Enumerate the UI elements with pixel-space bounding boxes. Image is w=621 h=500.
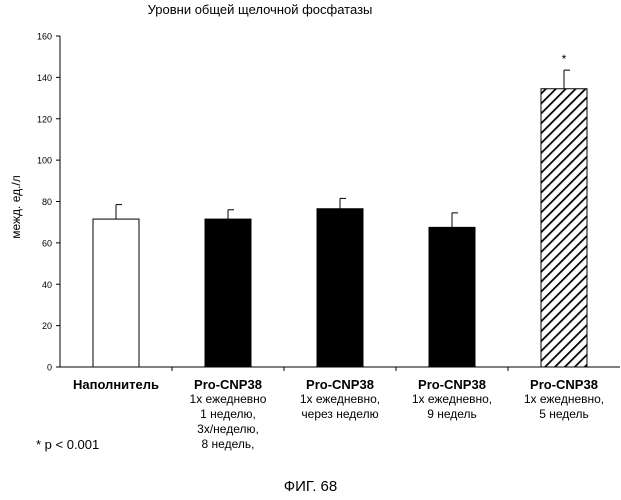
category-label: Pro-CNP38 1x ежедневно, 5 недель xyxy=(507,377,621,422)
y-tick-label: 160 xyxy=(37,32,52,42)
category-label: Pro-CNP38 1x ежедневно, 9 недель xyxy=(395,377,510,422)
category-sub-label: 3x/неделю, xyxy=(197,422,259,436)
category-sub-label: 1x ежедневно, xyxy=(523,392,605,406)
y-tick-label: 100 xyxy=(37,156,52,166)
bars: * xyxy=(92,52,588,368)
category-main-label: Pro-CNP38 xyxy=(306,377,374,392)
category-sub-label: 1 неделю, xyxy=(200,407,256,421)
y-tick-label: 60 xyxy=(42,238,52,248)
category-sub-label: 1x ежедневно, xyxy=(299,392,381,406)
category-main-label: Pro-CNP38 xyxy=(194,377,262,392)
category-sub-label: 8 недель, xyxy=(201,437,255,451)
figure-label: ФИГ. 68 xyxy=(283,478,338,495)
y-tick-label: 20 xyxy=(42,321,52,331)
y-tick-label: 140 xyxy=(37,73,52,83)
bar xyxy=(92,218,140,368)
bar xyxy=(428,226,476,368)
category-main-label: Pro-CNP38 xyxy=(530,377,598,392)
category-sub-label: 5 недель xyxy=(539,407,589,421)
category-label: Pro-CNP38 1x ежедневно, через неделю xyxy=(283,377,398,422)
category-sub-label: 1x ежедневно xyxy=(189,392,267,406)
significance-marker: * xyxy=(562,52,567,66)
category-label: Наполнитель xyxy=(59,377,174,392)
bar xyxy=(204,218,252,368)
y-tick-label: 40 xyxy=(42,280,52,290)
category-main-label: Pro-CNP38 xyxy=(418,377,486,392)
significance-footnote: * p < 0.001 xyxy=(36,437,100,452)
category-label: Pro-CNP38 1x ежедневно 1 неделю, 3x/неделю,… xyxy=(171,377,286,452)
bar xyxy=(316,208,364,368)
y-tick-label: 120 xyxy=(37,114,52,124)
category-sub-label: 1x ежедневно, xyxy=(411,392,493,406)
chart-title: Уровни общей щелочной фосфатазы xyxy=(147,2,373,17)
category-sub-label: через неделю xyxy=(301,407,379,421)
category-main-label: Наполнитель xyxy=(72,377,160,392)
y-tick-label: 0 xyxy=(47,363,52,373)
y-tick-label: 80 xyxy=(42,197,52,207)
category-sub-label: 9 недель xyxy=(427,407,477,421)
bar xyxy=(540,88,588,368)
